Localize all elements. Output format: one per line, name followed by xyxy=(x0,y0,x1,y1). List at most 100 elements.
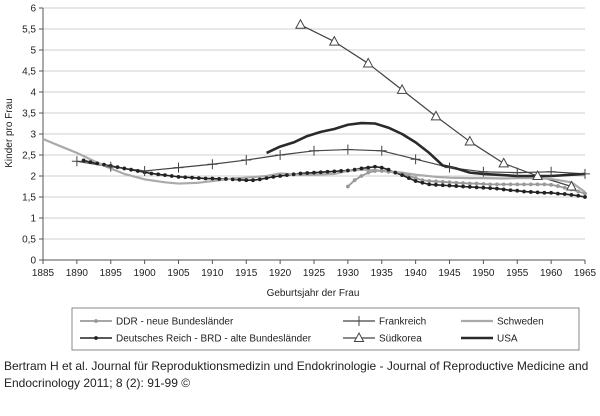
y-tick-label: 5 xyxy=(30,46,36,57)
data-point-deutsches-reich-brd-alte-bundesl-nder xyxy=(305,171,310,175)
y-tick-label: 0,5 xyxy=(22,235,36,246)
data-point-deutsches-reich-brd-alte-bundesl-nder xyxy=(420,180,425,185)
y-tick-label: 6 xyxy=(30,4,36,15)
legend: DDR - neue Bundesländer Deutsches Reich -… xyxy=(71,307,580,351)
x-tick-label: 1955 xyxy=(506,268,529,279)
source-caption: Bertram H et al. Journal für Reproduktio… xyxy=(4,359,589,390)
data-point-ddr-neue-bundesl-nder xyxy=(366,170,371,175)
data-point-deutsches-reich-brd-alte-bundesl-nder xyxy=(278,174,283,178)
series-line-schweden xyxy=(42,138,586,193)
data-point-deutsches-reich-brd-alte-bundesl-nder xyxy=(176,174,181,179)
data-point-ddr-neue-bundesl-nder xyxy=(535,182,540,187)
data-point-deutsches-reich-brd-alte-bundesl-nder xyxy=(583,195,587,199)
data-point-deutsches-reich-brd-alte-bundesl-nder xyxy=(169,174,174,178)
data-point-frankreich xyxy=(105,161,116,172)
data-point-ddr-neue-bundesl-nder xyxy=(515,182,520,187)
data-point-deutsches-reich-brd-alte-bundesl-nder xyxy=(129,167,133,172)
data-point-s-dkorea xyxy=(498,157,510,168)
legend-label-usa: USA xyxy=(497,334,518,345)
data-point-ddr-neue-bundesl-nder xyxy=(454,180,459,185)
legend-marker-ddr-neue-bundesl-nder xyxy=(94,319,98,323)
data-point-deutsches-reich-brd-alte-bundesl-nder xyxy=(325,169,330,174)
data-point-deutsches-reich-brd-alte-bundesl-nder xyxy=(542,190,547,195)
legend-marker-frankreich xyxy=(354,316,364,326)
data-point-ddr-neue-bundesl-nder xyxy=(583,191,587,196)
data-point-ddr-neue-bundesl-nder xyxy=(562,185,567,190)
series-markers xyxy=(71,18,590,199)
x-tick-label: 1895 xyxy=(100,268,123,279)
data-point-ddr-neue-bundesl-nder xyxy=(508,182,513,187)
data-point-deutsches-reich-brd-alte-bundesl-nder xyxy=(345,168,350,173)
legend-label-schweden: Schweden xyxy=(497,317,544,328)
data-point-deutsches-reich-brd-alte-bundesl-nder xyxy=(495,186,499,191)
data-point-ddr-neue-bundesl-nder xyxy=(467,181,472,186)
data-point-frankreich xyxy=(478,166,489,177)
data-point-ddr-neue-bundesl-nder xyxy=(528,182,533,187)
data-point-ddr-neue-bundesl-nder xyxy=(352,178,357,183)
data-point-ddr-neue-bundesl-nder xyxy=(427,179,432,183)
data-point-deutsches-reich-brd-alte-bundesl-nder xyxy=(569,193,574,197)
data-point-deutsches-reich-brd-alte-bundesl-nder xyxy=(115,165,120,170)
x-tick-label: 1910 xyxy=(201,268,224,279)
data-point-deutsches-reich-brd-alte-bundesl-nder xyxy=(149,171,154,176)
legend-marker-deutsches-reich-brd-alte-bundesl-nder xyxy=(94,336,98,340)
data-point-deutsches-reich-brd-alte-bundesl-nder xyxy=(522,189,526,194)
data-point-deutsches-reich-brd-alte-bundesl-nder xyxy=(122,166,127,171)
y-tick-label: 1,5 xyxy=(22,193,36,204)
data-point-deutsches-reich-brd-alte-bundesl-nder xyxy=(406,176,411,181)
data-point-deutsches-reich-brd-alte-bundesl-nder xyxy=(501,187,506,192)
data-point-s-dkorea xyxy=(295,18,306,29)
data-point-deutsches-reich-brd-alte-bundesl-nder xyxy=(163,173,167,178)
data-point-frankreich xyxy=(309,145,319,156)
data-point-deutsches-reich-brd-alte-bundesl-nder xyxy=(217,177,222,181)
data-point-ddr-neue-bundesl-nder xyxy=(413,176,418,181)
y-tick-label: 2,5 xyxy=(22,151,36,162)
data-point-deutsches-reich-brd-alte-bundesl-nder xyxy=(332,169,337,174)
data-point-s-dkorea xyxy=(566,180,577,191)
legend-label-s-dkorea: Südkorea xyxy=(379,334,422,345)
y-tick-label: 1 xyxy=(30,214,36,225)
data-point-frankreich xyxy=(173,162,184,173)
data-point-deutsches-reich-brd-alte-bundesl-nder xyxy=(474,185,479,190)
data-point-deutsches-reich-brd-alte-bundesl-nder xyxy=(81,158,86,163)
x-tick-label: 1900 xyxy=(134,268,157,279)
data-point-deutsches-reich-brd-alte-bundesl-nder xyxy=(454,184,459,188)
data-point-deutsches-reich-brd-alte-bundesl-nder xyxy=(549,190,554,195)
data-point-frankreich xyxy=(580,168,590,179)
data-point-deutsches-reich-brd-alte-bundesl-nder xyxy=(576,193,581,198)
data-point-deutsches-reich-brd-alte-bundesl-nder xyxy=(352,167,357,172)
data-point-deutsches-reich-brd-alte-bundesl-nder xyxy=(373,164,377,169)
data-point-s-dkorea xyxy=(328,35,340,46)
data-point-frankreich xyxy=(376,145,387,156)
data-point-deutsches-reich-brd-alte-bundesl-nder xyxy=(183,175,188,180)
data-point-ddr-neue-bundesl-nder xyxy=(373,169,377,173)
x-tick-label: 1950 xyxy=(472,268,495,279)
data-point-frankreich xyxy=(241,155,252,166)
y-tick-label: 3,5 xyxy=(22,109,36,120)
data-point-deutsches-reich-brd-alte-bundesl-nder xyxy=(285,173,289,178)
data-point-ddr-neue-bundesl-nder xyxy=(440,179,445,184)
data-point-s-dkorea xyxy=(396,83,408,94)
data-point-deutsches-reich-brd-alte-bundesl-nder xyxy=(339,169,343,173)
series-line-ddr-neue-bundesl-nder xyxy=(347,170,586,195)
data-point-deutsches-reich-brd-alte-bundesl-nder xyxy=(434,182,438,187)
series-line-usa xyxy=(266,121,586,178)
x-tick-label: 1940 xyxy=(405,268,428,279)
x-axis-title: Geburtsjahr der Frau xyxy=(267,288,360,299)
x-tick-label: 1920 xyxy=(269,268,292,279)
data-point-deutsches-reich-brd-alte-bundesl-nder xyxy=(298,171,303,176)
y-tick-label: 3 xyxy=(30,130,36,141)
y-tick-label: 2 xyxy=(30,172,36,183)
data-point-deutsches-reich-brd-alte-bundesl-nder xyxy=(237,177,242,182)
axes: 0 0,5 1 1,5 2 2,5 3 3,5 4 4,5 5 5,5 6 1885 1890 1895 190… xyxy=(22,4,596,280)
series-line-frankreich xyxy=(76,148,586,175)
data-point-deutsches-reich-brd-alte-bundesl-nder xyxy=(413,179,418,183)
data-point-deutsches-reich-brd-alte-bundesl-nder xyxy=(257,177,262,182)
data-point-frankreich xyxy=(342,144,353,155)
series-line-s-dkorea xyxy=(300,24,572,188)
data-point-s-dkorea xyxy=(532,169,544,180)
legend-marker-s-dkorea xyxy=(353,331,365,342)
data-point-ddr-neue-bundesl-nder xyxy=(576,189,581,194)
data-point-deutsches-reich-brd-alte-bundesl-nder xyxy=(156,172,161,177)
data-point-deutsches-reich-brd-alte-bundesl-nder xyxy=(102,162,106,167)
